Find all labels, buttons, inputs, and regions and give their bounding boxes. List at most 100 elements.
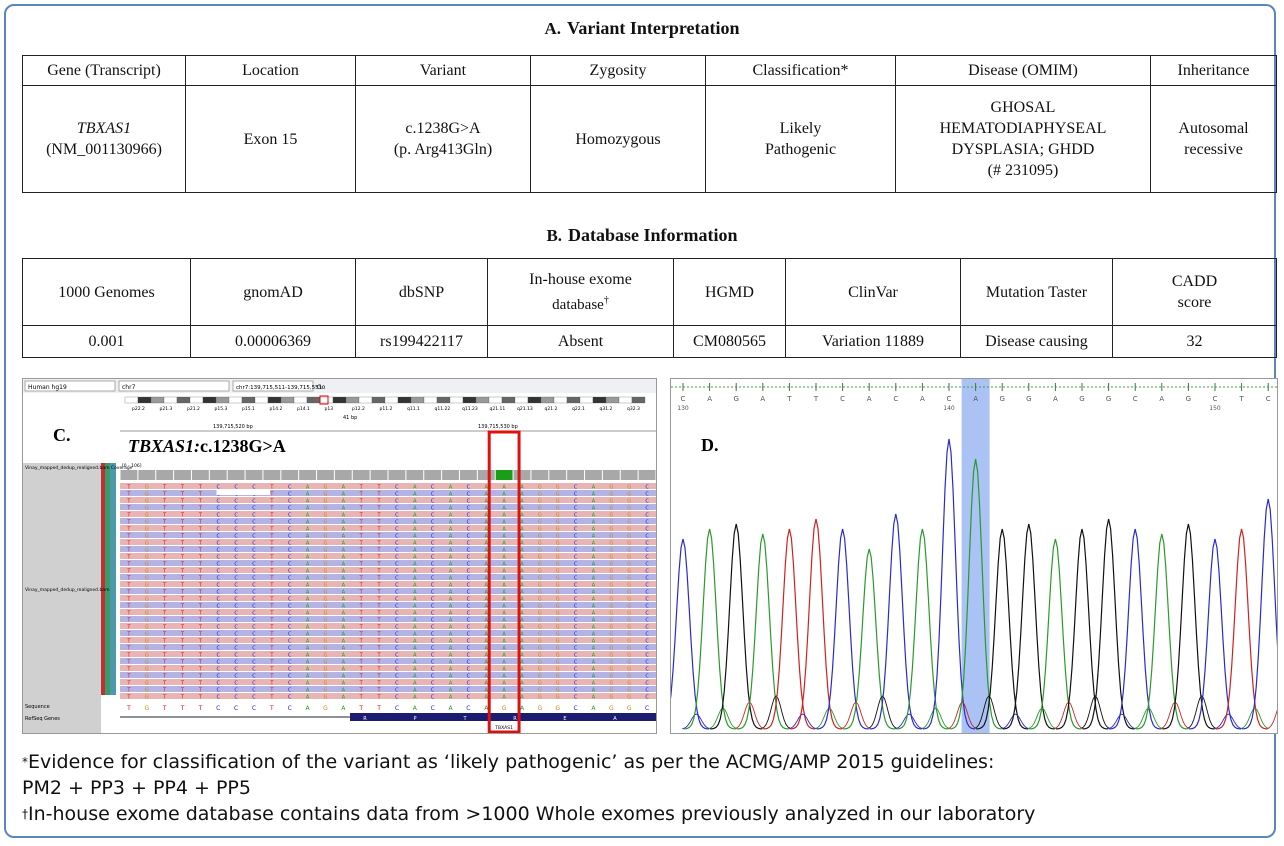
coverage-bar xyxy=(353,470,370,480)
read-base: C xyxy=(467,695,471,701)
read-base: C xyxy=(467,597,471,603)
read-base: C xyxy=(574,667,578,673)
trace-noise xyxy=(789,714,817,729)
read-base: C xyxy=(467,562,471,568)
read-base: A xyxy=(449,527,453,533)
read-base: C xyxy=(234,611,238,617)
read-base: C xyxy=(395,492,399,498)
ideogram-band xyxy=(268,397,281,403)
read-base: A xyxy=(342,660,346,666)
read-base: A xyxy=(413,513,417,519)
toolbar xyxy=(23,379,656,393)
read-base: G xyxy=(627,660,631,666)
read-base: A xyxy=(592,632,596,638)
sequence-base: G xyxy=(609,705,614,712)
read-base: C xyxy=(217,674,221,680)
read-base: A xyxy=(502,590,506,596)
read-base: G xyxy=(145,625,149,631)
read-base: A xyxy=(306,632,310,638)
read-base: G xyxy=(538,590,542,596)
read-base: G xyxy=(145,527,149,533)
header-cell: CADDscore xyxy=(1113,259,1277,326)
read-base: C xyxy=(574,653,578,659)
ruler-label: 139,715,530 bp xyxy=(478,424,518,430)
cytoband-label: q11.1 xyxy=(407,406,420,412)
read-base: A xyxy=(449,611,453,617)
read-base: C xyxy=(252,653,256,659)
read-base: G xyxy=(609,604,613,610)
read-base: C xyxy=(574,695,578,701)
read-base: C xyxy=(467,667,471,673)
read-base: A xyxy=(520,499,524,505)
read-base: A xyxy=(342,583,346,589)
title: Variant Interpretation xyxy=(567,18,740,38)
read-base: G xyxy=(627,506,631,512)
sequence-base: C xyxy=(252,705,256,712)
ideogram-band xyxy=(229,397,242,403)
read-base: G xyxy=(609,625,613,631)
read-base: C xyxy=(395,639,399,645)
read-base: A xyxy=(592,562,596,568)
read-base: G xyxy=(538,492,542,498)
ideogram-band xyxy=(606,397,619,403)
read-base: C xyxy=(252,513,256,519)
ideogram-band xyxy=(346,397,359,403)
read-base: C xyxy=(574,632,578,638)
base-call: C xyxy=(1266,395,1271,403)
read-base: G xyxy=(627,597,631,603)
read-base: C xyxy=(645,499,649,505)
read-base: G xyxy=(538,597,542,603)
read-base: A xyxy=(413,674,417,680)
coverage-bar xyxy=(281,470,298,480)
coverage-bar xyxy=(156,470,173,480)
read-base: C xyxy=(288,660,292,666)
read-base: A xyxy=(449,492,453,498)
read-base: A xyxy=(502,506,506,512)
header-row: Gene (Transcript)LocationVariantZygosity… xyxy=(23,56,1277,86)
read-base: G xyxy=(538,576,542,582)
cell-text: Likely xyxy=(709,118,892,139)
data-cell: rs199422117 xyxy=(356,326,488,358)
base-call: A xyxy=(1053,395,1058,403)
read-base: A xyxy=(413,667,417,673)
coverage-bar xyxy=(263,470,280,480)
read-base: C xyxy=(645,548,649,554)
read-base: A xyxy=(592,569,596,575)
read-base: A xyxy=(592,660,596,666)
coverage-bar xyxy=(603,470,620,480)
read-base: C xyxy=(645,527,649,533)
read-base: G xyxy=(324,513,328,519)
read-base: C xyxy=(574,681,578,687)
cell-text: recessive xyxy=(1154,139,1273,160)
read-base: C xyxy=(217,548,221,554)
read-base: G xyxy=(145,506,149,512)
read-base: G xyxy=(324,492,328,498)
read-base: G xyxy=(538,681,542,687)
read-base: C xyxy=(217,611,221,617)
read-base: C xyxy=(234,653,238,659)
read-base: C xyxy=(252,632,256,638)
variant-table: Gene (Transcript)LocationVariantZygosity… xyxy=(22,55,1277,193)
read-base: A xyxy=(413,485,417,491)
read-base: G xyxy=(609,555,613,561)
read-base: G xyxy=(556,548,560,554)
cell-text: HEMATODIAPHYSEAL xyxy=(899,118,1147,139)
read-base: A xyxy=(520,562,524,568)
amino-acid: P xyxy=(413,716,416,722)
read-base: C xyxy=(217,555,221,561)
sequence-base: G xyxy=(502,705,507,712)
trace-noise xyxy=(1135,708,1163,729)
read-base: C xyxy=(288,485,292,491)
sequence-base: G xyxy=(538,705,543,712)
read-base: C xyxy=(288,688,292,694)
read-base: C xyxy=(467,688,471,694)
read-base: C xyxy=(234,646,238,652)
ideogram-band xyxy=(333,397,346,403)
ruler-number: 130 xyxy=(677,405,689,412)
coverage-bar xyxy=(496,470,513,480)
read-base: A xyxy=(342,695,346,701)
ideogram-band xyxy=(203,397,216,403)
read-base: A xyxy=(502,485,506,491)
read-base: C xyxy=(431,646,435,652)
read-base: C xyxy=(217,646,221,652)
